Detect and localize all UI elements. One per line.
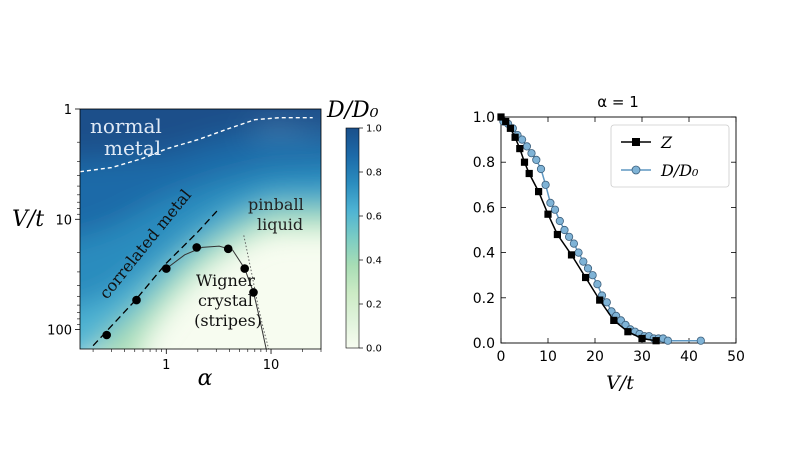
d-point (527, 149, 536, 158)
line-chart-title: α = 1 (597, 93, 639, 111)
line-y-tick-label: 0.2 (473, 291, 495, 307)
d-point (602, 298, 611, 307)
wigner-point (223, 244, 233, 254)
z-point (624, 328, 632, 336)
line-y-tick-label: 0.6 (473, 200, 495, 216)
line-legend: Z D/D₀ (610, 124, 730, 188)
legend-box (610, 124, 730, 188)
d-point (696, 336, 705, 345)
phase-x-tick-label: 1 (162, 358, 170, 373)
line-x-tick-label: 20 (586, 349, 604, 365)
d-point (564, 232, 574, 241)
phase-y-tick-label: 10 (55, 213, 72, 228)
d-point (532, 155, 541, 164)
legend-label-d: D/D₀ (660, 161, 699, 180)
correlated-metal-boundary (92, 208, 220, 347)
colorbar-tick-label: 0.4 (366, 256, 382, 267)
colorbar-ticks: 0.0 0.2 0.4 0.6 0.8 1.0 (359, 124, 382, 355)
region-label-pinball-liquid: pinball liquid (248, 195, 309, 234)
wigner-point (102, 330, 111, 340)
line-y-tick-label: 1.0 (473, 110, 495, 126)
d-point (541, 180, 550, 189)
pinball-liquid-boundary (243, 235, 270, 349)
z-point (520, 158, 529, 166)
line-x-tick-label: 40 (680, 349, 698, 365)
wigner-points (102, 243, 258, 340)
z-point (544, 210, 552, 218)
z-point (535, 188, 543, 196)
colorbar: 0.0 0.2 0.4 0.6 0.8 1.0 D/D₀ (326, 98, 382, 355)
phase-x-tick-label: 10 (263, 358, 280, 373)
line-y-tick-label: 0.0 (473, 336, 495, 352)
d-point (522, 142, 532, 151)
z-point (567, 251, 576, 259)
colorbar-tick-label: 0.8 (366, 168, 382, 179)
d-point (517, 135, 527, 144)
phase-plot-frame (79, 108, 322, 350)
legend-marker-d (631, 165, 641, 175)
line-axis-ticks: 0 10 20 30 40 50 0.0 0.2 0.4 0.6 0.8 1.0 (473, 110, 745, 365)
heatmap-bands (80, 109, 321, 349)
line-x-tick-label: 30 (633, 349, 651, 365)
line-series (497, 113, 705, 345)
d-point (574, 248, 583, 257)
line-x-tick-label: 0 (497, 349, 506, 365)
z-point (638, 334, 646, 343)
z-point (516, 145, 524, 153)
wigner-point (162, 264, 171, 273)
d-point (663, 336, 673, 345)
d-point (588, 271, 597, 280)
normal-metal-boundary (80, 117, 313, 173)
colorbar-tick-label: 0.2 (366, 300, 382, 311)
wigner-point (192, 243, 201, 252)
line-x-tick-label: 50 (727, 349, 745, 365)
colorbar-label: D/D₀ (326, 98, 379, 123)
phase-y-tick-label: 100 (47, 324, 72, 339)
z-point (511, 133, 519, 141)
d-point (569, 239, 579, 248)
wigner-point (249, 288, 258, 297)
z-point (610, 316, 618, 324)
line-plot-frame (500, 116, 737, 344)
heatmap-band (93, 208, 321, 349)
region-label-wigner-crystal: Wigner crystal (stripes) (194, 271, 262, 330)
colorbar-gradient (345, 127, 360, 349)
z-point (497, 113, 505, 121)
phase-y-tick-label: 1 (64, 103, 72, 118)
phase-diagram: normal metal correlated metal pinball li… (12, 103, 322, 391)
legend-marker-z (632, 138, 640, 146)
phase-y-axis-label: V/t (12, 207, 44, 232)
colorbar-tick-label: 0.6 (366, 212, 382, 223)
d-point (550, 205, 560, 214)
colorbar-tick-label: 1.0 (366, 124, 382, 135)
wigner-point (132, 295, 141, 305)
z-point (553, 230, 561, 239)
d-point (536, 164, 546, 174)
z-point (652, 337, 660, 345)
line-x-tick-label: 10 (539, 349, 557, 365)
z-point (596, 296, 604, 304)
d-point (555, 216, 564, 226)
wigner-crystal-boundary (166, 245, 267, 349)
z-point (582, 273, 590, 282)
d-point (560, 225, 569, 235)
z-point (506, 124, 514, 132)
line-chart: α = 1 0 10 20 30 40 500.00.20.40.60.81.0 V/t … (473, 93, 745, 394)
legend-label-z: Z (660, 133, 673, 152)
d-point (579, 257, 588, 266)
d-point (593, 280, 602, 289)
colorbar-tick-label: 0.0 (366, 344, 382, 355)
wigner-point (240, 264, 249, 273)
z-point (525, 169, 533, 178)
line-x-axis-label: V/t (606, 372, 634, 394)
line-y-tick-label: 0.4 (473, 246, 495, 262)
line-y-tick-label: 0.8 (473, 155, 495, 171)
d-point (546, 198, 555, 207)
z-point (502, 117, 510, 126)
d-point (583, 264, 593, 273)
phase-x-axis-label: α (198, 366, 213, 391)
region-label-normal-metal: normal metal (90, 114, 168, 160)
phase-axis-ticks: 1 10 1 10 100 (47, 103, 322, 373)
